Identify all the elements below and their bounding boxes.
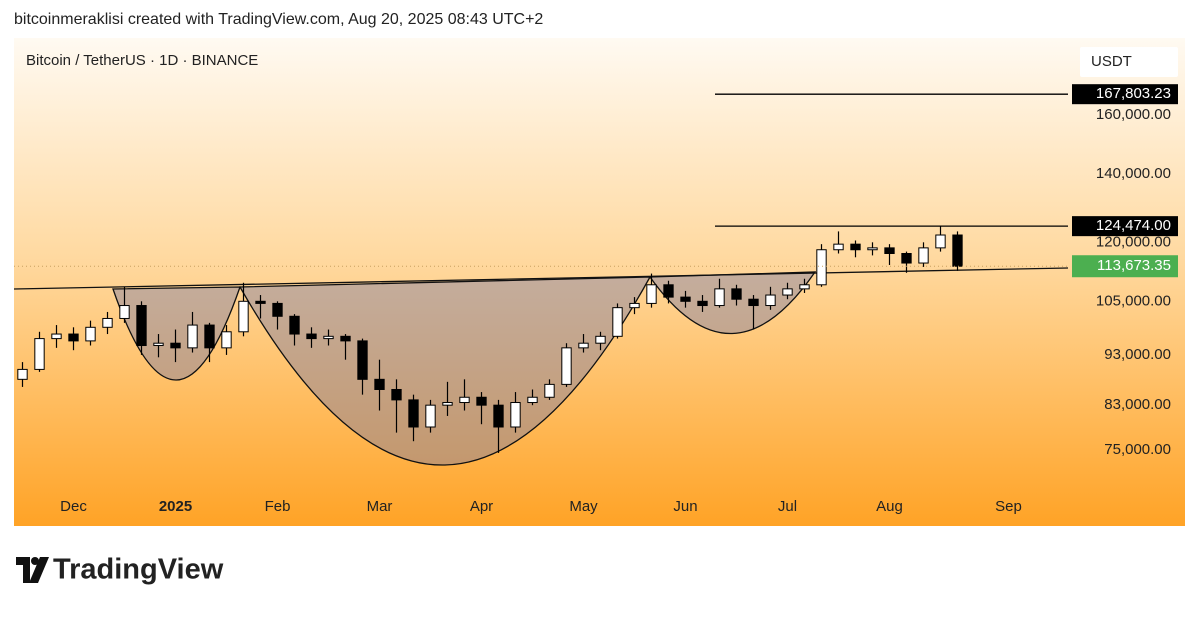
- candle-body: [697, 300, 708, 307]
- candle-body: [816, 249, 827, 286]
- logo-icon: [16, 557, 49, 583]
- candle-body: [238, 300, 249, 333]
- candle-body: [782, 288, 793, 296]
- y-tick-label: 83,000.00: [1104, 396, 1171, 413]
- y-tick-label: 160,000.00: [1096, 106, 1171, 123]
- candle-body: [187, 324, 198, 349]
- candle-body: [884, 247, 895, 254]
- candle-body: [459, 396, 470, 404]
- candle-body: [68, 333, 79, 342]
- candle-body: [408, 399, 419, 428]
- candle-body: [714, 288, 725, 307]
- x-tick-label: Apr: [470, 498, 493, 515]
- candle-body: [935, 234, 946, 249]
- x-tick-label: Mar: [367, 498, 393, 515]
- candle-body: [918, 247, 929, 264]
- candle-body: [663, 284, 674, 298]
- candle-body: [34, 338, 45, 370]
- candle-body: [561, 347, 572, 385]
- candle-body: [391, 388, 402, 401]
- candle-body: [595, 335, 606, 344]
- candle-body: [221, 331, 232, 349]
- candle-body: [510, 402, 521, 428]
- candle-body: [731, 288, 742, 300]
- price-label: 124,474.00: [1096, 217, 1171, 234]
- candle-body: [850, 243, 861, 251]
- last-price-box: [1072, 255, 1178, 278]
- candle-body: [153, 342, 164, 347]
- y-tick-label: 93,000.00: [1104, 346, 1171, 363]
- candle-body: [646, 284, 657, 304]
- candle-body: [119, 305, 130, 319]
- candle-body: [748, 298, 759, 307]
- candle-body: [629, 302, 640, 309]
- candle-body: [833, 243, 844, 251]
- symbol-title: Bitcoin / TetherUS · 1D · BINANCE: [26, 52, 258, 69]
- y-tick-label: 75,000.00: [1104, 441, 1171, 458]
- credit: bitcoinmeraklisi created with TradingVie…: [14, 11, 543, 28]
- candle-body: [612, 307, 623, 337]
- candle-body: [901, 252, 912, 264]
- y-tick-label: 140,000.00: [1096, 165, 1171, 182]
- candle-body: [765, 294, 776, 307]
- logo-text: TradingView: [53, 554, 224, 586]
- last-price-label: 113,673.35: [1097, 257, 1171, 274]
- candle-body: [680, 296, 691, 302]
- candle-body: [17, 368, 28, 380]
- data-layer: 75,000.00 83,000.00 93,000.00 105,000.00 120…: [14, 84, 1178, 515]
- candle-body: [102, 317, 113, 328]
- candle-body: [255, 300, 266, 304]
- x-tick-label: Aug: [876, 498, 903, 515]
- price-label-box: [1072, 216, 1178, 237]
- candle-body: [170, 342, 181, 349]
- y-tick-label: 105,000.00: [1096, 292, 1171, 309]
- candle-body: [136, 305, 147, 347]
- neckline: [13, 267, 1069, 290]
- candle-body: [306, 333, 317, 340]
- candle-body: [204, 324, 215, 349]
- x-tick-label: Dec: [60, 498, 87, 515]
- chart-background: [14, 38, 1185, 526]
- candle-body: [952, 234, 963, 267]
- x-tick-label: 2025: [159, 498, 192, 515]
- price-label-box: [1072, 84, 1178, 105]
- candle-body: [340, 335, 351, 342]
- currency-label: USDT: [1091, 53, 1132, 70]
- candle-body: [476, 396, 487, 406]
- price-label: 167,803.23: [1096, 85, 1171, 102]
- x-tick-label: May: [569, 498, 598, 515]
- candle-body: [323, 335, 334, 340]
- candle-body: [578, 342, 589, 349]
- y-tick-label: 120,000.00: [1096, 233, 1171, 250]
- candle-body: [867, 247, 878, 251]
- x-tick-label: Jul: [778, 498, 797, 515]
- x-tick-label: Jun: [673, 498, 697, 515]
- candle-body: [799, 284, 810, 290]
- x-tick-label: Feb: [265, 498, 291, 515]
- candle-body: [289, 315, 300, 335]
- candle-body: [425, 404, 436, 428]
- candle-body: [357, 340, 368, 380]
- x-tick-label: Sep: [995, 498, 1022, 515]
- cup: [238, 276, 652, 466]
- candle-body: [374, 378, 385, 390]
- candle-body: [272, 302, 283, 317]
- candle-body: [85, 326, 96, 342]
- candle-body: [51, 333, 62, 340]
- currency-box: [1080, 47, 1178, 77]
- candle-body: [493, 404, 504, 428]
- candle-body: [442, 402, 453, 406]
- candle-body: [544, 383, 555, 398]
- candle-body: [527, 396, 538, 404]
